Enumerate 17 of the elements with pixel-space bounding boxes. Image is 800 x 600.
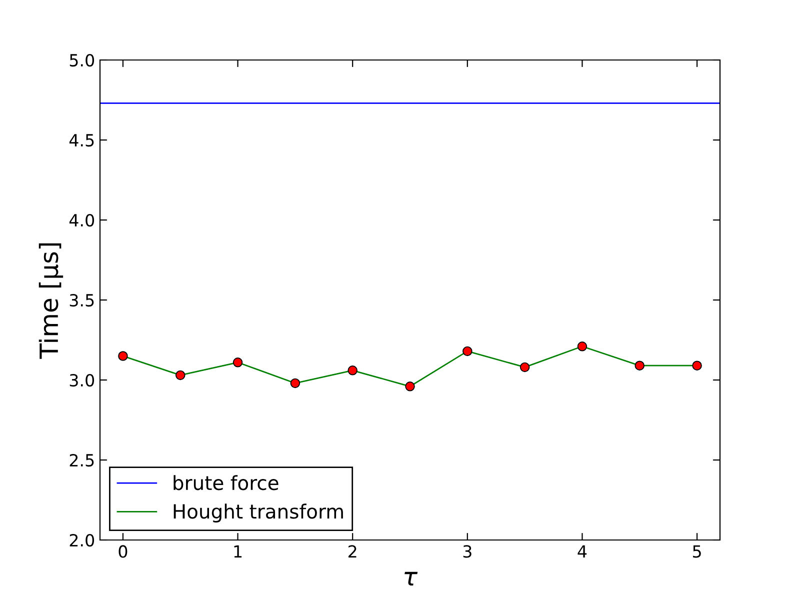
y-tick-label: 5.0	[70, 54, 94, 67]
x-tick-label: 5	[693, 545, 701, 558]
y-tick-label: 4.0	[69, 214, 94, 227]
x-axis-title: τ	[404, 572, 418, 586]
x-tick-label: 4	[578, 545, 587, 558]
y-tick-label: 2.5	[70, 454, 94, 467]
y-tick-label: 4.5	[69, 134, 94, 147]
y-tick-label: 3.5	[70, 294, 94, 307]
y-tick-label: 2.0	[70, 534, 94, 547]
x-tick-label: 2	[348, 545, 356, 558]
legend-label: Hought transform	[174, 504, 343, 522]
legend-label: brute force	[174, 475, 278, 490]
y-axis-title: Time [μs]	[38, 243, 64, 359]
x-tick-label: 0	[118, 545, 128, 558]
x-tick-label: 1	[234, 545, 242, 558]
y-tick-label: 3.0	[70, 374, 94, 387]
x-tick-label: 3	[463, 545, 472, 558]
